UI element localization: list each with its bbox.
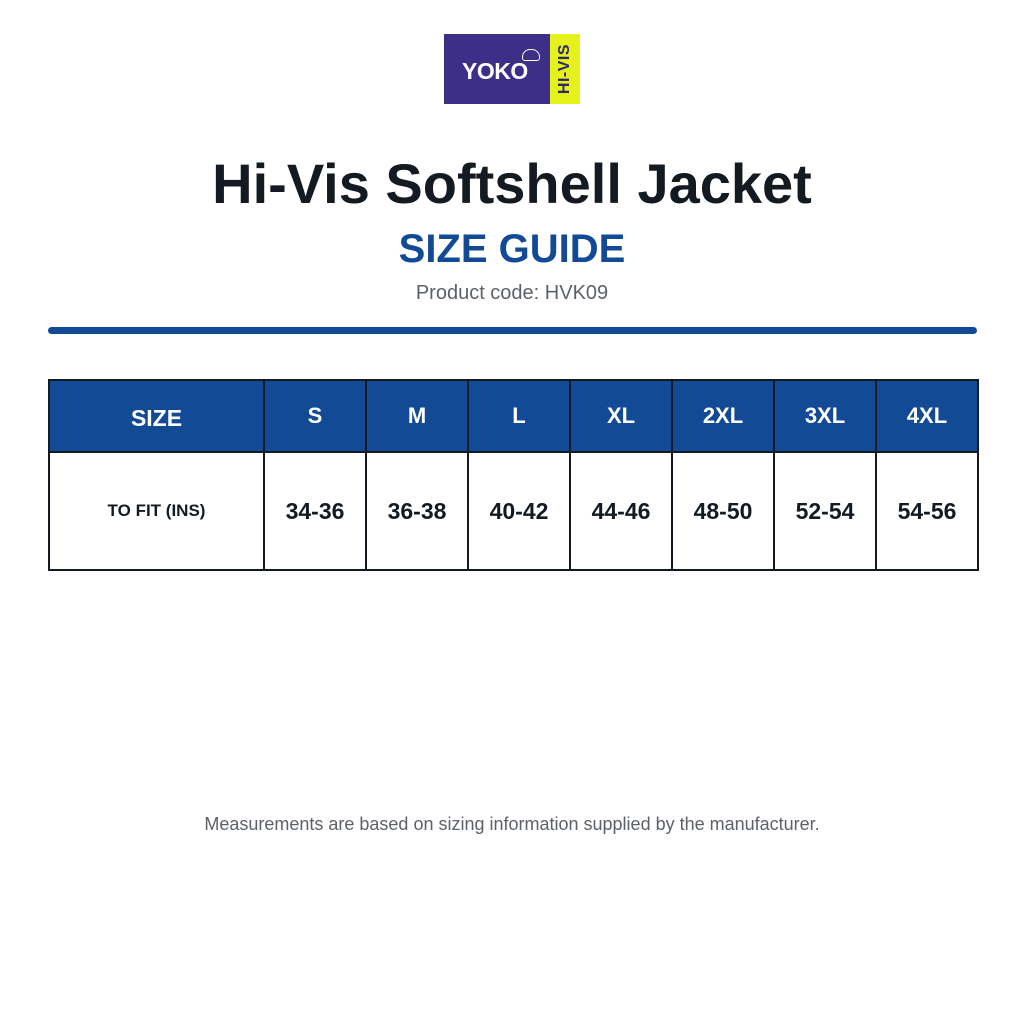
table-cell: 40-42 [467,451,571,571]
product-code: Product code: HVK09 [415,282,609,304]
table-cell: 44-46 [569,451,673,571]
table-header-row: SIZE S M L XL 2XL 3XL 4XL [48,379,979,453]
header-cell-size-label: SIZE [48,379,265,453]
logo-side-panel: HI-VIS [548,34,580,104]
logo-main-panel: YOKO [444,34,548,104]
header-cell-size: M [365,379,469,453]
logo-badge-icon [522,49,540,61]
size-table: SIZE S M L XL 2XL 3XL 4XL TO FIT (INS) 3… [48,379,979,571]
logo-brand-text: YOKO [462,58,528,84]
header-divider [48,327,977,334]
table-cell: 34-36 [263,451,367,571]
table-row: TO FIT (INS) 34-36 36-38 40-42 44-46 48-… [48,451,979,571]
header-cell-size: 3XL [773,379,877,453]
table-cell: 48-50 [671,451,775,571]
row-label: TO FIT (INS) [48,451,265,571]
page-subtitle: SIZE GUIDE [398,227,626,271]
header-cell-size: S [263,379,367,453]
header-cell-size: XL [569,379,673,453]
header-cell-size: L [467,379,571,453]
logo-side-text: HI-VIS [556,43,573,95]
table-cell: 54-56 [875,451,979,571]
footnote: Measurements are based on sizing informa… [204,814,820,834]
brand-logo: YOKO HI-VIS [444,34,580,104]
table-cell: 52-54 [773,451,877,571]
page-title: Hi-Vis Softshell Jacket [212,152,812,215]
header-cell-size: 2XL [671,379,775,453]
header-cell-size: 4XL [875,379,979,453]
table-cell: 36-38 [365,451,469,571]
